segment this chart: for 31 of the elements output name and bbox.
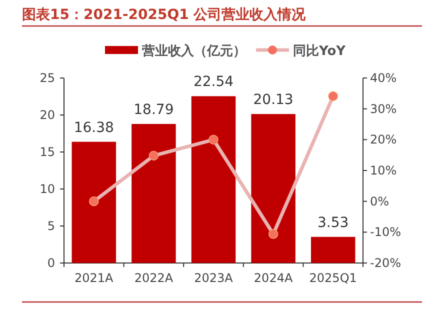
y-tick-label: 25 [40,71,55,85]
y-tick-label: 20 [40,108,55,122]
y-tick-label: 5 [47,219,55,233]
y2-tick-label: -10% [370,225,402,240]
y2-tick-label: 40% [370,71,397,85]
y2-tick-label: 10% [370,164,397,178]
y2-tick-label: 30% [370,102,397,116]
x-tick-label: 2021A [74,271,114,285]
y-tick-label: 10 [40,182,55,196]
data-label: 16.38 [74,120,114,136]
bar [72,142,116,263]
bar [132,124,176,263]
legend-label: 营业收入（亿元） [141,43,246,59]
bar [191,96,236,263]
x-tick-label: 2022A [134,271,174,285]
y2-tick-label: -20% [370,256,402,270]
chart-title: 图表15：2021-2025Q1 公司营业收入情况 [22,7,307,23]
x-tick-label: 2024A [254,271,294,285]
data-label: 18.79 [134,102,174,118]
x-tick-label: 2023A [194,271,234,285]
bar [251,114,296,263]
y2-tick-label: 0% [370,194,390,208]
legend-label: 同比YoY [293,44,346,59]
y-tick-label: 15 [40,145,55,159]
x-tick-label: 2025Q1 [309,271,357,285]
data-label: 22.54 [193,74,234,90]
y-tick-label: 0 [47,256,55,270]
data-label: 3.53 [318,214,349,231]
y2-tick-label: 20% [370,132,397,147]
bar [310,236,356,263]
data-label: 20.13 [253,92,294,108]
